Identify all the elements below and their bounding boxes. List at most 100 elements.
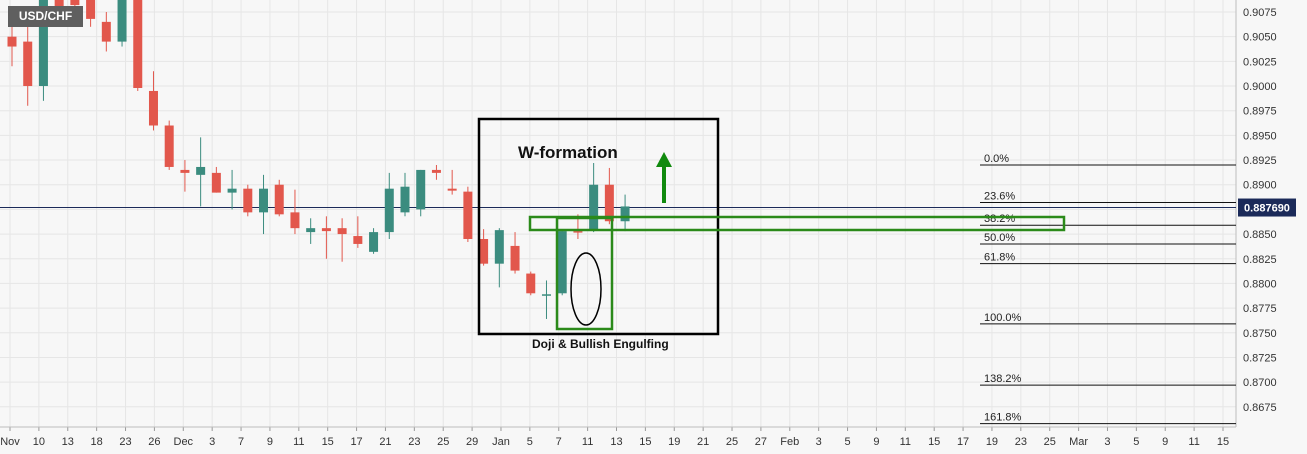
y-tick-label: 0.8900	[1243, 180, 1277, 192]
x-tick-label: 23	[1015, 436, 1027, 448]
candle-body	[117, 0, 127, 42]
x-tick-label: Dec	[174, 436, 194, 448]
x-tick-label: 23	[408, 436, 420, 448]
y-tick-label: 0.8700	[1243, 377, 1277, 389]
x-tick-label: 5	[844, 436, 850, 448]
x-tick-label: 21	[697, 436, 709, 448]
candle-body	[479, 239, 489, 264]
x-tick-label: 3	[1104, 436, 1110, 448]
x-tick-label: 23	[119, 436, 131, 448]
x-tick-label: 15	[322, 436, 334, 448]
candle-body	[274, 184, 284, 215]
y-tick-label: 0.8675	[1243, 402, 1277, 414]
candle-body	[589, 184, 599, 230]
x-tick-label: 17	[957, 436, 969, 448]
x-tick-label: 19	[668, 436, 680, 448]
candle-body	[321, 228, 331, 232]
y-tick-label: 0.8925	[1243, 155, 1277, 167]
candle-body	[369, 232, 379, 252]
x-tick-label: Mar	[1069, 436, 1088, 448]
y-tick-label: 0.8750	[1243, 328, 1277, 340]
candle-body	[54, 0, 64, 8]
candle-body	[23, 41, 33, 87]
candle-body	[101, 21, 111, 42]
fib-level-label: 38.2%	[984, 213, 1015, 225]
fib-level-label: 61.8%	[984, 252, 1015, 264]
y-tick-label: 0.8800	[1243, 278, 1277, 290]
fib-level-label: 138.2%	[984, 373, 1022, 385]
doji-engulfing-label: Doji & Bullish Engulfing	[532, 337, 669, 351]
candle-body	[86, 0, 96, 19]
candle-body	[494, 230, 504, 264]
candle-body	[290, 212, 300, 229]
candle-body	[620, 206, 630, 222]
fib-level-label: 50.0%	[984, 232, 1015, 244]
x-tick-label: 3	[816, 436, 822, 448]
x-tick-label: 19	[986, 436, 998, 448]
y-tick-label: 0.8725	[1243, 352, 1277, 364]
y-tick-label: 0.9025	[1243, 56, 1277, 68]
x-tick-label: Feb	[780, 436, 799, 448]
x-tick-label: 5	[527, 436, 533, 448]
x-tick-label: 7	[556, 436, 562, 448]
x-tick-label: 25	[1044, 436, 1056, 448]
candle-body	[148, 90, 158, 126]
candle-body	[306, 228, 316, 233]
x-tick-label: 5	[1133, 436, 1139, 448]
x-tick-label: 17	[350, 436, 362, 448]
x-tick-label: 13	[62, 436, 74, 448]
y-tick-label: 0.8825	[1243, 254, 1277, 266]
x-tick-label: Jan	[492, 436, 510, 448]
y-tick-label: 0.9050	[1243, 32, 1277, 44]
candle-body	[510, 245, 520, 271]
up-arrow-icon	[656, 152, 672, 167]
candle-body	[70, 0, 80, 6]
candle-body	[384, 188, 394, 233]
x-tick-label: 15	[1217, 436, 1229, 448]
x-tick-label: 9	[1162, 436, 1168, 448]
y-tick-label: 0.8950	[1243, 130, 1277, 142]
symbol-badge: USD/CHF	[8, 6, 83, 27]
candle-body	[447, 188, 457, 191]
x-tick-label: 11	[293, 436, 304, 448]
current-price-badge	[1238, 198, 1296, 217]
x-tick-label: 15	[639, 436, 651, 448]
candle-body	[557, 231, 567, 294]
candle-body	[259, 188, 269, 213]
x-tick-label: 10	[33, 436, 45, 448]
x-tick-label: 3	[209, 436, 215, 448]
resistance-zone-box	[528, 215, 1066, 232]
x-tick-label: 11	[900, 436, 911, 448]
x-tick-label: 27	[755, 436, 767, 448]
candle-body	[7, 36, 17, 47]
x-tick-label: 25	[726, 436, 738, 448]
candle-body	[227, 188, 237, 193]
candle-body	[211, 172, 221, 193]
x-tick-label: 15	[928, 436, 940, 448]
candle-body	[416, 169, 426, 210]
fib-level-label: 23.6%	[984, 190, 1015, 202]
x-tick-label: Nov	[0, 436, 20, 448]
candle-body	[526, 273, 536, 294]
x-tick-label: 13	[610, 436, 622, 448]
fib-level-label: 0.0%	[984, 153, 1009, 165]
candle-body	[196, 166, 206, 175]
fib-level-label: 100.0%	[984, 312, 1022, 324]
x-tick-label: 18	[91, 436, 103, 448]
candle-body	[604, 184, 614, 222]
x-tick-label: 21	[379, 436, 391, 448]
y-tick-label: 0.9075	[1243, 7, 1277, 19]
candle-body	[243, 188, 253, 213]
plot-area	[0, 0, 1236, 427]
x-tick-label: 11	[1188, 436, 1199, 448]
y-tick-label: 0.8850	[1243, 229, 1277, 241]
candle-body	[164, 125, 174, 167]
candle-body	[463, 191, 473, 240]
candle-body	[353, 236, 363, 244]
x-tick-label: 29	[466, 436, 478, 448]
candle-body	[400, 186, 410, 213]
w-formation-box	[477, 117, 720, 336]
candle-body	[431, 169, 441, 173]
candle-body	[573, 231, 583, 233]
